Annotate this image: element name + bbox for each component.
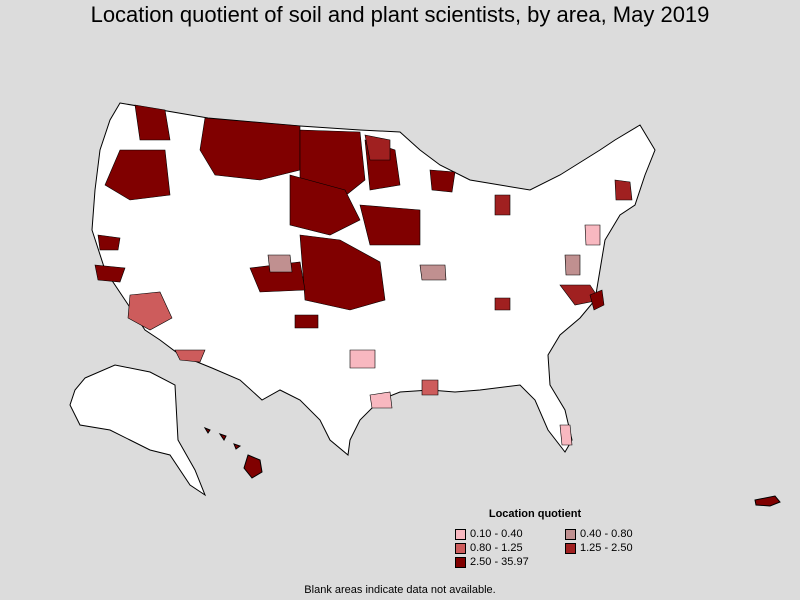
alaska-land <box>69 364 207 497</box>
hawaii-minor-islands <box>203 426 242 450</box>
legend-item-0.80-1.25: 0.80 - 1.25 <box>455 542 565 554</box>
legend-label: 2.50 - 35.97 <box>470 556 529 568</box>
legend-swatch <box>455 542 466 554</box>
hawaii-island <box>243 454 263 479</box>
legend-swatch <box>565 528 576 540</box>
legend-label: 0.80 - 1.25 <box>470 542 523 554</box>
legend-item-0.10-0.40: 0.10 - 0.40 <box>455 528 565 540</box>
legend-swatch <box>455 556 466 568</box>
legend-item-2.50-35.97: 2.50 - 35.97 <box>455 556 565 568</box>
legend-label: 1.25 - 2.50 <box>580 542 633 554</box>
puerto-rico <box>754 495 781 507</box>
legend-swatch <box>565 542 576 554</box>
legend-title: Location quotient <box>488 508 582 520</box>
map-legend: Location quotient 0.10 - 0.40 0.40 - 0.8… <box>455 508 655 568</box>
legend-item-0.40-0.80: 0.40 - 0.80 <box>565 528 655 540</box>
legend-label: 0.40 - 0.80 <box>580 528 633 540</box>
map-title: Location quotient of soil and plant scie… <box>90 2 710 27</box>
footnote: Blank areas indicate data not available. <box>304 584 496 596</box>
legend-swatch <box>455 528 466 540</box>
lq-regions <box>94 104 633 446</box>
legend-item-1.25-2.50: 1.25 - 2.50 <box>565 542 655 554</box>
legend-label: 0.10 - 0.40 <box>470 528 523 540</box>
